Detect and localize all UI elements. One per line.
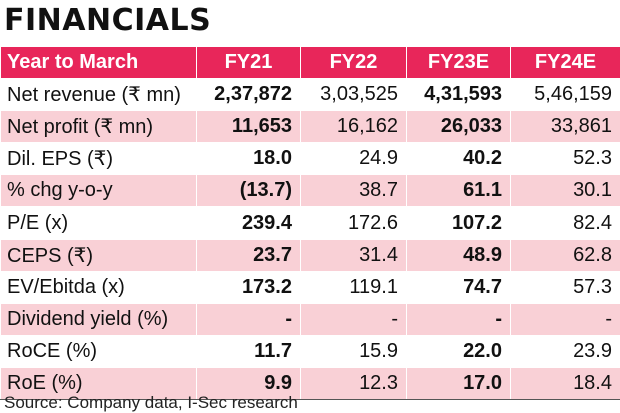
table-header-row: Year to March FY21 FY22 FY23E FY24E xyxy=(0,45,620,80)
row-value: 5,46,159 xyxy=(510,78,620,112)
page-title: FINANCIALS xyxy=(4,3,212,38)
row-value: 24.9 xyxy=(300,142,407,176)
row-value: 33,861 xyxy=(510,110,620,144)
header-year: FY24E xyxy=(510,45,620,80)
row-label: RoCE (%) xyxy=(0,334,197,368)
table-row: Net profit (₹ mn) 11,653 16,162 26,033 33,86… xyxy=(0,110,620,144)
header-label: Year to March xyxy=(0,45,197,80)
row-value: 57.3 xyxy=(510,270,620,304)
row-value: 15.9 xyxy=(300,334,407,368)
row-value: 16,162 xyxy=(300,110,407,144)
row-label: % chg y-o-y xyxy=(0,174,197,208)
row-label: Dil. EPS (₹) xyxy=(0,142,197,176)
row-value: 18.0 xyxy=(196,142,301,176)
row-label: EV/Ebitda (x) xyxy=(0,270,197,304)
row-value: 62.8 xyxy=(510,238,620,272)
row-value: 23.9 xyxy=(510,334,620,368)
row-value: 172.6 xyxy=(300,206,407,240)
row-value: 52.3 xyxy=(510,142,620,176)
row-value: 40.2 xyxy=(406,142,511,176)
row-value: 61.1 xyxy=(406,174,511,208)
row-value: 18.4 xyxy=(510,366,620,401)
row-value: 82.4 xyxy=(510,206,620,240)
row-value: 11.7 xyxy=(196,334,301,368)
row-value: 48.9 xyxy=(406,238,511,272)
row-value: 22.0 xyxy=(406,334,511,368)
row-value: - xyxy=(406,302,511,336)
source-note: Source: Company data, I-Sec research xyxy=(4,393,298,412)
row-value: - xyxy=(510,302,620,336)
table-row: P/E (x) 239.4 172.6 107.2 82.4 xyxy=(0,206,620,240)
header-year: FY23E xyxy=(406,45,511,80)
row-value: 3,03,525 xyxy=(300,78,407,112)
row-label: CEPS (₹) xyxy=(0,238,197,272)
row-value: 12.3 xyxy=(300,366,407,401)
financials-table: Year to March FY21 FY22 FY23E FY24E Net … xyxy=(0,45,620,401)
row-value: (13.7) xyxy=(196,174,301,208)
row-value: 173.2 xyxy=(196,270,301,304)
row-value: - xyxy=(196,302,301,336)
row-value: 239.4 xyxy=(196,206,301,240)
header-year: FY22 xyxy=(300,45,407,80)
table-row: RoCE (%) 11.7 15.9 22.0 23.9 xyxy=(0,334,620,368)
row-value: 23.7 xyxy=(196,238,301,272)
row-value: 26,033 xyxy=(406,110,511,144)
row-value: 11,653 xyxy=(196,110,301,144)
table-row: CEPS (₹) 23.7 31.4 48.9 62.8 xyxy=(0,238,620,272)
row-label: RoE (%) xyxy=(0,366,197,401)
row-value: 119.1 xyxy=(300,270,407,304)
table-row: Dividend yield (%) - - - - xyxy=(0,302,620,336)
header-year: FY21 xyxy=(196,45,301,80)
row-value: 4,31,593 xyxy=(406,78,511,112)
table-row: RoE (%) 9.9 12.3 17.0 18.4 xyxy=(0,366,620,401)
row-value: 107.2 xyxy=(406,206,511,240)
row-value: 2,37,872 xyxy=(196,78,301,112)
row-value: 74.7 xyxy=(406,270,511,304)
row-value: - xyxy=(300,302,407,336)
row-label: P/E (x) xyxy=(0,206,197,240)
row-label: Net profit (₹ mn) xyxy=(0,110,197,144)
table-row: Net revenue (₹ mn) 2,37,872 3,03,525 4,31,5… xyxy=(0,78,620,112)
row-value: 31.4 xyxy=(300,238,407,272)
table-row: % chg y-o-y (13.7) 38.7 61.1 30.1 xyxy=(0,174,620,208)
row-value: 17.0 xyxy=(406,366,511,401)
row-value: 38.7 xyxy=(300,174,407,208)
row-label: Net revenue (₹ mn) xyxy=(0,78,197,112)
row-value: 30.1 xyxy=(510,174,620,208)
table-row: EV/Ebitda (x) 173.2 119.1 74.7 57.3 xyxy=(0,270,620,304)
row-label: Dividend yield (%) xyxy=(0,302,197,336)
table-row: Dil. EPS (₹) 18.0 24.9 40.2 52.3 xyxy=(0,142,620,176)
